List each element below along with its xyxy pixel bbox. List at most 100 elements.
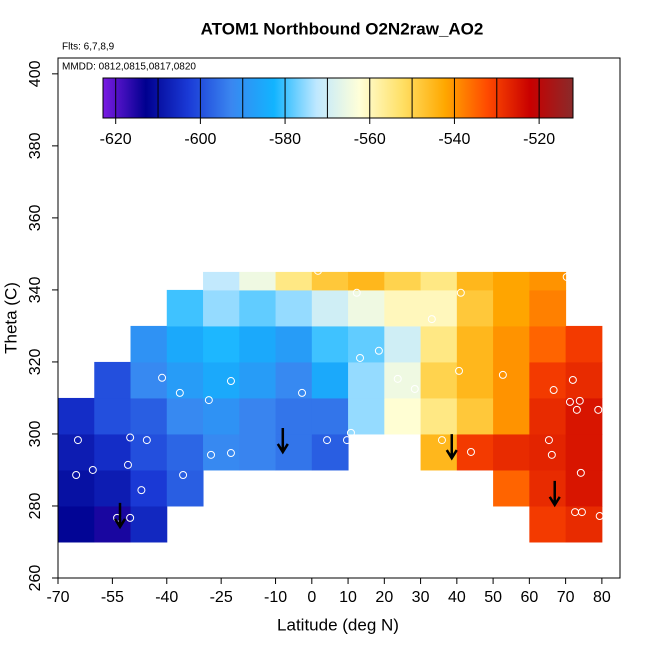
colorbar-tick-label: -600 [184, 131, 216, 148]
heat-cell [529, 505, 567, 543]
x-tick-label: 80 [593, 589, 611, 606]
x-tick-label: -55 [101, 589, 124, 606]
heat-cell [420, 325, 458, 363]
heat-cell [565, 469, 603, 507]
heat-cell [94, 397, 132, 435]
heat-cell [130, 361, 168, 399]
obs-point [352, 288, 361, 297]
heat-cell [565, 397, 603, 435]
heat-cell [529, 469, 567, 507]
heat-cell [493, 361, 530, 399]
heat-cell [166, 361, 204, 399]
heat-cell [239, 433, 277, 471]
heat-cell [456, 325, 494, 363]
heat-cell [58, 397, 95, 435]
x-tick-label: 70 [557, 589, 575, 606]
heat-cell [311, 361, 349, 399]
obs-point [572, 405, 581, 414]
plot-frame [57, 57, 621, 579]
heat-cell [384, 397, 422, 435]
heat-cell [311, 289, 349, 327]
heat-cell [348, 271, 385, 291]
obs-point [158, 373, 167, 382]
heat-cell [348, 325, 385, 363]
x-tick-label: -40 [155, 589, 178, 606]
obs-point [410, 384, 419, 393]
x-tick-label: 20 [375, 589, 393, 606]
heat-cell [166, 325, 204, 363]
heat-cell [130, 469, 168, 507]
heat-cell [384, 271, 422, 291]
obs-point [547, 450, 556, 459]
heat-cell [529, 289, 567, 327]
obs-point [595, 512, 604, 521]
x-tick-label: 40 [448, 589, 466, 606]
heat-cell [565, 433, 603, 471]
heat-cell [58, 433, 95, 471]
obs-point [323, 436, 332, 445]
arrow [548, 480, 561, 508]
annotation: MMDD: 0812,0815,0817,0820 [62, 62, 196, 73]
heat-cell [529, 325, 567, 363]
obs-point [562, 272, 571, 281]
colorbar-tick-label: -520 [523, 131, 555, 148]
obs-point [123, 460, 132, 469]
obs-point [374, 346, 383, 355]
obs-point [456, 288, 465, 297]
heat-cell [493, 469, 530, 507]
chart-title: ATOM1 Northbound O2N2raw_AO2 [201, 19, 484, 38]
heat-cell [384, 361, 422, 399]
heat-cell [529, 433, 567, 471]
obs-point [142, 436, 151, 445]
obs-point [346, 428, 355, 437]
x-tick-label: 10 [339, 589, 357, 606]
heat-cell [420, 271, 458, 291]
heat-cell [58, 505, 95, 543]
x-tick-label: 60 [520, 589, 538, 606]
y-tick-label: 280 [27, 493, 44, 520]
heat-cell [203, 361, 240, 399]
x-tick-label: -10 [264, 589, 287, 606]
heat-cell [239, 361, 277, 399]
obs-point [544, 436, 553, 445]
obs-point [466, 447, 475, 456]
colorbar-tick-label: -560 [354, 131, 386, 148]
heat-cell [203, 271, 240, 291]
heat-cell [130, 397, 168, 435]
x-tick-label: -25 [210, 589, 233, 606]
obs-point [576, 468, 585, 477]
heat-cell [94, 505, 132, 543]
heat-cell [203, 289, 240, 327]
heat-cell [493, 289, 530, 327]
obs-point [126, 513, 135, 522]
y-tick-label: 400 [27, 60, 44, 87]
obs-point [298, 388, 307, 397]
heat-cell [311, 325, 349, 363]
heat-cell [239, 289, 277, 327]
annotation: Flts: 6,7,8,9 [62, 42, 115, 53]
heat-cell [130, 325, 168, 363]
obs-point [575, 396, 584, 405]
y-tick-label: 300 [27, 421, 44, 448]
heat-cell [565, 361, 603, 399]
obs-point [179, 471, 188, 480]
obs-point [226, 377, 235, 386]
y-axis-title: Theta (C) [1, 282, 20, 354]
heat-cell [239, 271, 277, 291]
heat-cell [239, 325, 277, 363]
heat-cell [94, 433, 132, 471]
x-tick-label: 50 [484, 589, 502, 606]
heat-cell [311, 271, 349, 291]
heat-cell [58, 469, 95, 507]
y-tick-label: 380 [27, 132, 44, 159]
heat-cell [311, 397, 349, 435]
heat-cell [275, 361, 313, 399]
obs-point [549, 386, 558, 395]
obs-point [226, 449, 235, 458]
heat-cell [239, 397, 277, 435]
heat-cell [130, 505, 168, 543]
y-tick-label: 320 [27, 348, 44, 375]
obs-point [437, 436, 446, 445]
obs-point [565, 397, 574, 406]
